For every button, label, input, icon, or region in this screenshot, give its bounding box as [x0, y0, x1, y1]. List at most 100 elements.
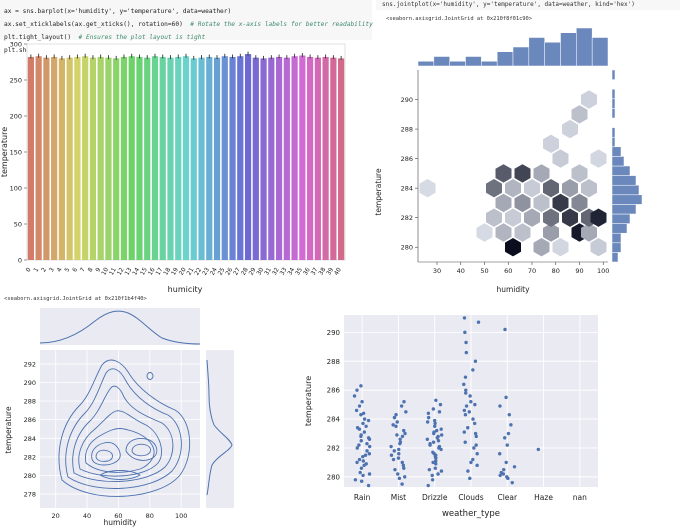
strip-point [363, 453, 368, 457]
code-cell-jointplot[interactable]: sns.jointplot(x='humidity', y='temperatu… [376, 0, 680, 10]
strip-point [362, 417, 367, 421]
strip-point [474, 443, 478, 447]
top-hist-bar [528, 37, 545, 67]
strip-point [506, 431, 511, 436]
strip-point [395, 420, 399, 424]
strip-point [359, 434, 363, 439]
hexbin-cell [562, 119, 578, 139]
strip-point [426, 415, 431, 420]
bar [151, 56, 159, 261]
barplot-xtick-label: 21 [186, 266, 196, 276]
right-hist-bar [611, 146, 622, 157]
kde-jointplot: 20 40 60 80 100 278 280 282 284 286 288 290 292 hum… [4, 308, 234, 527]
kde-ylabel: temperature [4, 406, 13, 454]
strip-point [430, 473, 434, 478]
strip-point [365, 441, 369, 446]
strip-point [361, 421, 365, 426]
kde-xtick-label: 60 [114, 512, 122, 520]
hexbin-xtick-label: 70 [528, 267, 536, 275]
top-hist-bar [496, 51, 514, 67]
output-jointgrid-2: <seaborn.axisgrid.JointGrid at 0x210f1b4… [4, 296, 147, 302]
strip-point [361, 454, 365, 459]
strip-point [364, 424, 368, 428]
strip-point [389, 444, 393, 449]
strip-point [498, 404, 502, 408]
strip-point [357, 443, 361, 447]
strip-point [476, 320, 481, 324]
strip-point [357, 404, 362, 408]
kde-xtick-label: 20 [52, 512, 60, 520]
strip-point [392, 415, 397, 420]
barplot-xtick-label: 24 [209, 266, 219, 276]
hexbin-cell [514, 223, 531, 242]
bar [322, 56, 329, 261]
strip-point [425, 437, 430, 442]
barplot-xtick-label: 34 [286, 266, 296, 276]
stripplot-ytick-label: 290 [327, 329, 340, 337]
bar [136, 56, 143, 261]
barplot-xtick-label: 19 [170, 266, 180, 276]
stripplot-ytick-label: 284 [327, 416, 341, 424]
strip-point [432, 418, 437, 423]
barplot-xtick-label: 9 [94, 266, 102, 273]
bar [213, 57, 221, 261]
strip-point [352, 394, 357, 398]
right-hist-bar [611, 69, 616, 80]
bar [120, 56, 128, 261]
kde-top-curve [39, 310, 201, 345]
strip-point [434, 462, 438, 466]
hexbin-cell [419, 179, 436, 198]
strip-point [505, 475, 509, 479]
bar [314, 57, 321, 261]
top-hist-bar [417, 61, 435, 67]
hexbin-cell [571, 164, 588, 183]
strip-point [433, 466, 437, 470]
bar [144, 57, 151, 261]
strip-point [367, 452, 372, 456]
strip-point [464, 404, 469, 408]
hexbin-cell [514, 164, 531, 183]
kde-ytick-label: 284 [24, 435, 36, 443]
code-cell-barplot[interactable]: ax = sns.barplot(x='humidity', y='temper… [0, 0, 373, 54]
right-hist-bar [611, 242, 622, 253]
strip-point [434, 428, 439, 433]
bar [283, 57, 290, 261]
strip-point [362, 430, 367, 434]
strip-point [502, 467, 506, 472]
right-hist-bar [611, 156, 625, 167]
barplot-xtick-label: 7 [79, 266, 87, 273]
kde-ytick-label: 282 [24, 453, 36, 461]
barplot-ytick-label: 250 [10, 77, 22, 85]
bar [89, 57, 97, 261]
bar [97, 56, 104, 261]
barplot-xtick-label: 37 [310, 266, 320, 276]
hexbin-cell [533, 164, 550, 183]
hexbin-cell [581, 223, 597, 242]
barplot-xtick-label: 25 [217, 266, 227, 276]
strip-point [403, 475, 407, 479]
barplot-ylabel: temperature [0, 127, 9, 177]
hexbin-cell [505, 179, 521, 198]
strip-point [357, 457, 362, 462]
top-hist-bar [465, 56, 482, 67]
strip-point [397, 476, 402, 481]
barplot-xtick-label: 15 [139, 266, 149, 276]
strip-point [509, 423, 513, 427]
strip-point [512, 465, 517, 469]
strip-point [432, 431, 436, 436]
hexbin-cell [524, 179, 540, 198]
output-jointgrid-1: <seaborn.axisgrid.JointGrid at 0x210f8f0… [386, 16, 533, 22]
bar [82, 56, 89, 261]
strip-point [367, 437, 372, 442]
hexbin-cell [543, 134, 559, 153]
hexbin-cell [571, 105, 588, 124]
bar [105, 57, 112, 261]
hexbin-cell [533, 238, 550, 257]
hexbin-cell [552, 238, 569, 257]
hexbin-cell [590, 149, 607, 168]
hexbin-cell [581, 90, 597, 109]
strip-point [360, 400, 364, 404]
kde-xlabel: humidity [103, 518, 137, 527]
bar [206, 56, 213, 261]
